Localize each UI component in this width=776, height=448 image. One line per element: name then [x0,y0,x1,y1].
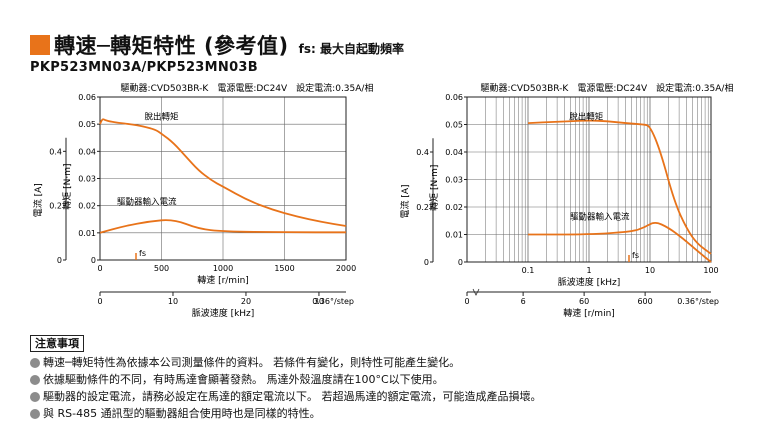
x2-tick-label: 0 [464,297,469,306]
chart-header: 驅動器:CVD503BR-K 電源電壓:DC24V 設定電流:0.35A/相 [121,82,374,94]
x-tick-label: 100 [703,266,718,275]
y-tick-label: 0 [91,256,96,265]
bullet-icon [30,357,40,368]
pullout-torque-label: 脫出轉矩 [569,112,604,123]
x-axis-label: 轉速 [r/min] [197,274,249,286]
x2-tick-label: 30 [314,297,324,306]
y2-axis-label: 電流 [A] [399,184,411,218]
x2-unit-label: 0.36°/step [677,297,719,306]
x2-tick-label: 600 [637,297,652,306]
pullout-torque-label: 脫出轉矩 [144,111,179,122]
y2-tick-label: 0.2 [416,203,429,212]
x2-tick-label: 6 [521,297,526,306]
x-tick-label: 1000 [213,264,233,273]
y2-tick-label: 0 [57,256,62,265]
x-axis-label: 脈波速度 [kHz] [558,276,621,288]
note-text: 與 RS-485 通訊型的驅動器組合使用時也是同樣的特性。 [43,407,321,420]
pullout-torque-curve [527,119,712,255]
charts-canvas: 驅動器:CVD503BR-K 電源電壓:DC24V 設定電流:0.35A/相00… [32,82,734,319]
bullet-icon [30,391,40,402]
x-tick-label: 10 [645,266,655,275]
driver-current-label: 驅動器輸入電流 [117,196,177,207]
axis-break-mark [472,288,480,296]
y-tick-label: 0.06 [445,93,463,102]
y2-tick-label: 0.4 [49,147,62,156]
note-item: 轉速─轉矩特性為依據本公司測量條件的資料。 若條件有變化，則特性可能產生變化。 [30,354,750,371]
y-tick-label: 0.01 [445,231,463,240]
x-tick-label: 0 [97,264,102,273]
title-row: 轉速─轉矩特性 (參考值) fs: 最大自起動頻率 [30,30,404,60]
y-tick-label: 0.05 [78,120,96,129]
y-tick-label: 0.06 [78,93,96,102]
y-axis-label: 轉矩 [N·m] [61,164,73,210]
y-tick-label: 0.01 [78,229,96,238]
note-text: 驅動器的設定電流，請務必設定在馬達的額定電流以下。 若超過馬達的額定電流，可能造… [43,390,542,403]
x2-axis-label: 脈波速度 [kHz] [192,307,255,319]
y2-tick-label: 0.2 [49,202,62,211]
y2-axis-label: 電流 [A] [32,183,44,217]
note-item: 與 RS-485 通訊型的驅動器組合使用時也是同樣的特性。 [30,405,750,422]
note-item: 驅動器的設定電流，請務必設定在馬達的額定電流以下。 若超過馬達的額定電流，可能造… [30,388,750,405]
driver-current-curve [528,222,712,263]
notes-section: 注意事項 轉速─轉矩特性為依據本公司測量條件的資料。 若條件有變化，則特性可能產… [30,332,750,422]
y-tick-label: 0.05 [445,121,463,130]
note-item: 依據驅動條件的不同，有時馬達會顯著發熱。 馬達外殼溫度請在100°C以下使用。 [30,371,750,388]
fs-definition-note: fs: 最大自起動頻率 [298,41,404,56]
x-tick-label: 2000 [336,264,356,273]
y-tick-label: 0.02 [445,203,463,212]
driver-current-label: 驅動器輸入電流 [570,211,630,222]
x-tick-label: 500 [154,264,169,273]
x-tick-label: 0.1 [522,266,535,275]
x-tick-label: 1500 [274,264,294,273]
bullet-icon [30,408,40,419]
x2-tick-label: 60 [579,297,589,306]
y-tick-label: 0.02 [78,202,96,211]
x2-axis-label: 轉速 [r/min] [563,307,615,319]
x2-tick-label: 10 [168,297,178,306]
y-tick-label: 0.03 [445,176,463,185]
x2-tick-label: 0 [97,297,102,306]
driver-current-curve [99,219,346,234]
y-axis-label: 轉矩 [N·m] [428,165,440,211]
chart-header: 驅動器:CVD503BR-K 電源電壓:DC24V 設定電流:0.35A/相 [481,82,734,94]
y2-tick-label: 0.4 [416,148,429,157]
notes-title: 注意事項 [30,335,84,352]
note-text: 轉速─轉矩特性為依據本公司測量條件的資料。 若條件有變化，則特性可能產生變化。 [43,356,461,369]
bullet-icon [30,374,40,385]
x2-tick-label: 20 [241,297,251,306]
x-tick-label: 1 [586,266,591,275]
pullout-torque-curve [99,118,347,227]
y-tick-label: 0.03 [78,175,96,184]
y-tick-label: 0.04 [445,148,463,157]
y-tick-label: 0.04 [78,147,96,156]
x2-unit-label: 0.36°/step [312,297,354,306]
note-text: 依據驅動條件的不同，有時馬達會顯著發熱。 馬達外殼溫度請在100°C以下使用。 [43,373,444,386]
page-title: 轉速─轉矩特性 (參考值) [54,34,289,58]
model-name: PKP523MN03A/PKP523MN03B [30,60,258,75]
fs-label: fs [139,249,146,258]
y-tick-label: 0 [458,258,463,267]
fs-label: fs [632,251,639,260]
y2-tick-label: 0 [424,258,429,267]
title-accent-square [30,35,50,55]
